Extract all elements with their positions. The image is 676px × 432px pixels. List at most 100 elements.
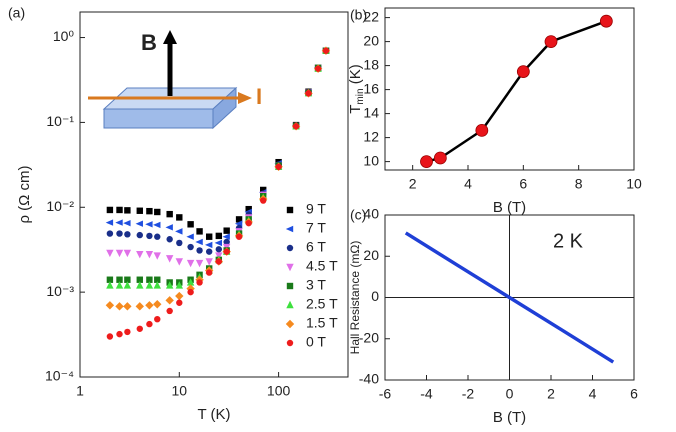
y-tick-label: 0: [371, 288, 379, 304]
point: [154, 315, 161, 323]
panel-label: (a): [8, 5, 25, 21]
point: [292, 123, 300, 130]
point: [195, 238, 203, 246]
x-tick-label: 6: [519, 176, 527, 192]
point: [175, 228, 183, 235]
point: [260, 186, 267, 194]
x-tick-label: 10: [626, 176, 642, 192]
x-tick-label: 10: [172, 383, 188, 399]
point: [145, 281, 154, 289]
point: [196, 279, 203, 286]
point: [153, 252, 161, 260]
point: [146, 276, 153, 283]
point: [106, 276, 114, 283]
y-tick-label: -20: [359, 329, 379, 345]
point: [195, 259, 204, 268]
x-tick-label: 2: [409, 176, 417, 192]
point: [175, 291, 184, 301]
point: [154, 276, 161, 283]
point: [123, 249, 132, 258]
point: [153, 281, 161, 289]
x-tick-label: 1: [76, 383, 84, 399]
point: [245, 219, 252, 227]
point: [115, 302, 124, 311]
point: [186, 259, 195, 268]
point: [187, 288, 194, 296]
point: [196, 228, 203, 235]
point: [123, 219, 131, 227]
legend-label: 2.5 T: [306, 296, 338, 312]
point: [235, 216, 243, 223]
point: [166, 236, 173, 243]
legend-label: 0 T: [306, 334, 326, 350]
point: [136, 325, 143, 332]
point: [187, 243, 194, 251]
y-tick-label: 10⁻²: [46, 198, 74, 214]
point: [145, 221, 153, 228]
point: [165, 281, 174, 289]
annotation: B: [141, 30, 157, 55]
x-axis-label: B (T): [493, 199, 526, 216]
x-tick-label: 6: [630, 386, 638, 402]
legend-label: 3 T: [306, 277, 326, 293]
x-axis-label: B (T): [493, 409, 526, 426]
point: [136, 276, 143, 283]
point: [214, 239, 223, 247]
point: [475, 123, 489, 137]
point: [186, 233, 194, 240]
point: [146, 320, 153, 328]
y-axis-label: Tmin (K): [347, 64, 366, 113]
x-tick-label: -6: [379, 386, 392, 402]
point: [205, 233, 213, 240]
x-axis-label: T (K): [197, 406, 230, 423]
point: [223, 227, 230, 234]
legend-marker: [286, 206, 294, 214]
line: [404, 231, 615, 364]
point: [544, 35, 558, 48]
point: [105, 301, 115, 310]
y-tick-label: 22: [363, 8, 379, 24]
point: [186, 284, 195, 293]
point: [145, 301, 154, 310]
point: [145, 250, 154, 259]
point: [105, 219, 114, 226]
point: [166, 210, 173, 218]
point: [106, 249, 114, 258]
point: [235, 233, 243, 240]
y-axis-label: Hall Resistance (mΩ): [348, 241, 362, 355]
point: [176, 214, 183, 221]
point: [205, 248, 213, 255]
plot-frame: [79, 11, 349, 378]
y-tick-label: 40: [363, 206, 379, 222]
point: [153, 221, 161, 229]
y-tick-label: 16: [363, 80, 379, 96]
y-tick-label: 10⁻¹: [46, 113, 74, 129]
point: [124, 207, 131, 214]
point: [205, 258, 213, 266]
point: [245, 205, 252, 213]
point: [314, 65, 322, 72]
point: [215, 258, 223, 265]
point: [106, 281, 114, 289]
point: [599, 14, 613, 28]
point: [136, 207, 143, 214]
point: [123, 302, 132, 311]
point: [176, 299, 183, 306]
inset-illustration: [88, 30, 252, 130]
point: [136, 250, 144, 259]
point: [106, 206, 114, 214]
annotation: I: [256, 84, 262, 109]
point: [116, 330, 123, 338]
legend-label: 1.5 T: [306, 315, 338, 331]
x-tick-label: 4: [464, 176, 472, 192]
point: [106, 230, 114, 237]
legend-marker: [286, 263, 294, 272]
point: [215, 232, 223, 240]
point: [275, 163, 282, 170]
point: [176, 239, 183, 247]
x-tick-label: 4: [589, 386, 597, 402]
y-tick-label: -40: [359, 371, 379, 387]
point: [153, 300, 162, 309]
point: [175, 281, 183, 289]
